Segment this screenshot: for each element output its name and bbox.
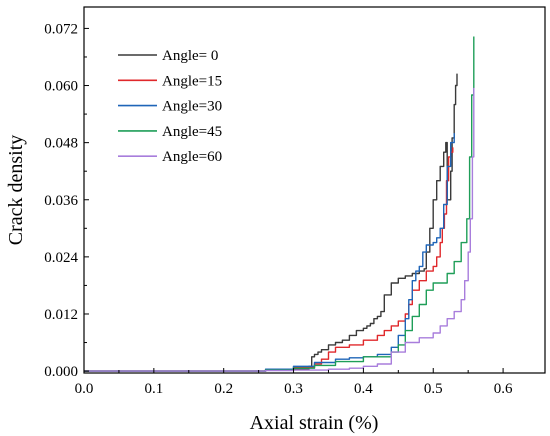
x-tick-label: 0.3	[284, 381, 303, 397]
legend-label: Angle=15	[162, 73, 222, 89]
x-axis-title: Axial strain (%)	[250, 412, 379, 434]
y-tick-label: 0.000	[44, 364, 78, 380]
x-tick-label: 0.1	[144, 381, 163, 397]
legend-label: Angle= 0	[162, 48, 218, 64]
y-tick-label: 0.060	[44, 79, 78, 95]
y-tick-label: 0.072	[44, 21, 78, 37]
y-tick-label: 0.012	[44, 307, 78, 323]
series-line-4	[84, 36, 475, 372]
x-tick-label: 0.0	[75, 381, 94, 397]
series-line-1	[84, 73, 458, 372]
x-tick-label: 0.6	[494, 381, 513, 397]
series-layer	[84, 36, 475, 372]
y-axis-title: Crack density	[5, 135, 27, 246]
series-line-3	[84, 133, 455, 372]
y-tick-label: 0.036	[44, 193, 78, 209]
legend-label: Angle=45	[162, 124, 222, 140]
legend: Angle= 0 Angle=15 Angle=30 Angle=45 Angle=60	[118, 48, 222, 165]
x-tick-label: 0.4	[354, 381, 373, 397]
series-line-2	[84, 147, 454, 372]
y-tick-label: 0.024	[44, 250, 78, 266]
legend-label: Angle=60	[162, 149, 222, 165]
x-axis: 0.0 0.1 0.2 0.3 0.4 0.5 0.6	[75, 368, 513, 397]
x-tick-label: 0.2	[214, 381, 233, 397]
y-axis: 0.000 0.012 0.024 0.036 0.048 0.060 0.072	[44, 21, 89, 380]
plot-frame	[83, 6, 546, 374]
legend-label: Angle=30	[162, 99, 222, 115]
x-tick-label: 0.5	[424, 381, 443, 397]
y-tick-label: 0.048	[44, 136, 78, 152]
series-line-5	[84, 87, 475, 372]
